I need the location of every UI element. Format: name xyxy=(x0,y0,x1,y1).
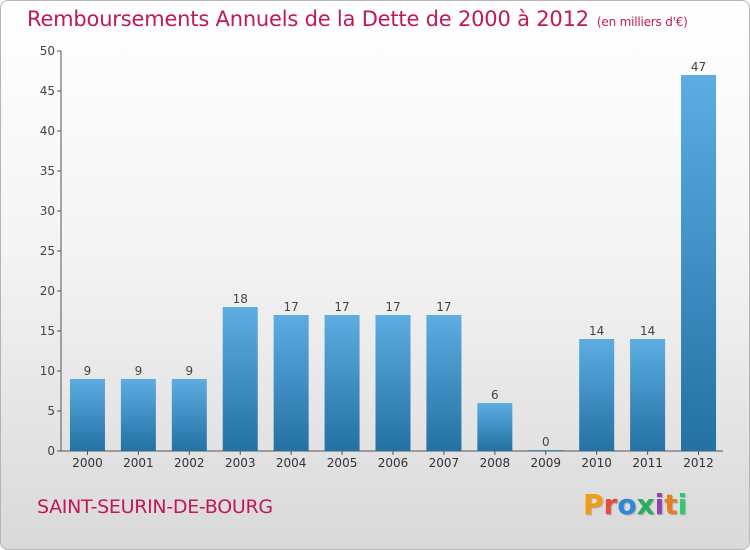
bar xyxy=(324,315,360,451)
y-tick-label: 20 xyxy=(40,284,55,298)
bar-layer: 9 9 9 18 17 17 17 17 6 0 14 14 47 xyxy=(69,60,717,451)
logo-letter: r xyxy=(603,488,618,521)
axis-layer: 0 5 10 15 20 25 30 35 40 45 50 2000 2001 2002 2003 2004… xyxy=(40,44,723,470)
bar-value-label: 47 xyxy=(691,60,706,74)
commune-name: SAINT-SEURIN-DE-BOURG xyxy=(37,496,273,518)
logo-letter: i xyxy=(677,488,688,521)
x-tick-label: 2010 xyxy=(581,456,612,470)
x-tick-label: 2006 xyxy=(378,456,409,470)
bar-value-label: 6 xyxy=(491,388,499,402)
x-tick-label: 2011 xyxy=(632,456,663,470)
x-tick-label: 2008 xyxy=(480,456,511,470)
y-tick-label: 35 xyxy=(40,164,55,178)
bar-value-label: 9 xyxy=(185,364,193,378)
bar-value-label: 14 xyxy=(640,324,655,338)
bar xyxy=(69,379,105,451)
bar-value-label: 9 xyxy=(135,364,143,378)
y-tick-label: 45 xyxy=(40,84,55,98)
bar-value-label: 17 xyxy=(436,300,451,314)
bar-value-label: 17 xyxy=(385,300,400,314)
bar xyxy=(171,379,207,451)
bar xyxy=(528,450,564,451)
y-tick-label: 10 xyxy=(40,364,55,378)
bar xyxy=(120,379,156,451)
x-tick-label: 2002 xyxy=(174,456,205,470)
x-tick-label: 2004 xyxy=(276,456,307,470)
chart-title: Remboursements Annuels de la Dette de 20… xyxy=(27,7,688,31)
x-tick-label: 2005 xyxy=(327,456,358,470)
logo-letter: o xyxy=(617,488,637,521)
logo-letter: i xyxy=(654,488,665,521)
bar xyxy=(630,339,666,451)
x-tick-label: 2001 xyxy=(123,456,154,470)
bar xyxy=(375,315,411,451)
y-tick-label: 50 xyxy=(40,44,55,58)
bar-value-label: 17 xyxy=(284,300,299,314)
bar-value-label: 9 xyxy=(84,364,92,378)
y-tick-label: 40 xyxy=(40,124,55,138)
y-tick-label: 25 xyxy=(40,244,55,258)
y-tick-label: 5 xyxy=(47,404,55,418)
logo-letter: t xyxy=(664,488,678,521)
y-tick-label: 15 xyxy=(40,324,55,338)
x-tick-label: 2009 xyxy=(530,456,561,470)
bar xyxy=(579,339,615,451)
y-tick-label: 0 xyxy=(47,444,55,458)
unit-note: (en milliers d'€) xyxy=(596,15,688,29)
bar xyxy=(681,75,717,451)
bar-value-label: 14 xyxy=(589,324,604,338)
bar-value-label: 18 xyxy=(233,292,248,306)
proxiti-logo: Proxiti xyxy=(583,488,687,521)
logo-letter: P xyxy=(583,488,604,521)
x-tick-label: 2012 xyxy=(683,456,714,470)
y-tick-label: 30 xyxy=(40,204,55,218)
chart-title-text: Remboursements Annuels de la Dette de 20… xyxy=(27,7,589,31)
bar xyxy=(222,307,258,451)
bar xyxy=(477,403,513,451)
bar xyxy=(426,315,462,451)
logo-letter: x xyxy=(636,488,655,521)
x-tick-label: 2003 xyxy=(225,456,256,470)
x-tick-label: 2007 xyxy=(429,456,460,470)
bar xyxy=(273,315,309,451)
bar-value-label: 17 xyxy=(334,300,349,314)
x-tick-label: 2000 xyxy=(72,456,103,470)
bar-value-label: 0 xyxy=(542,435,550,449)
